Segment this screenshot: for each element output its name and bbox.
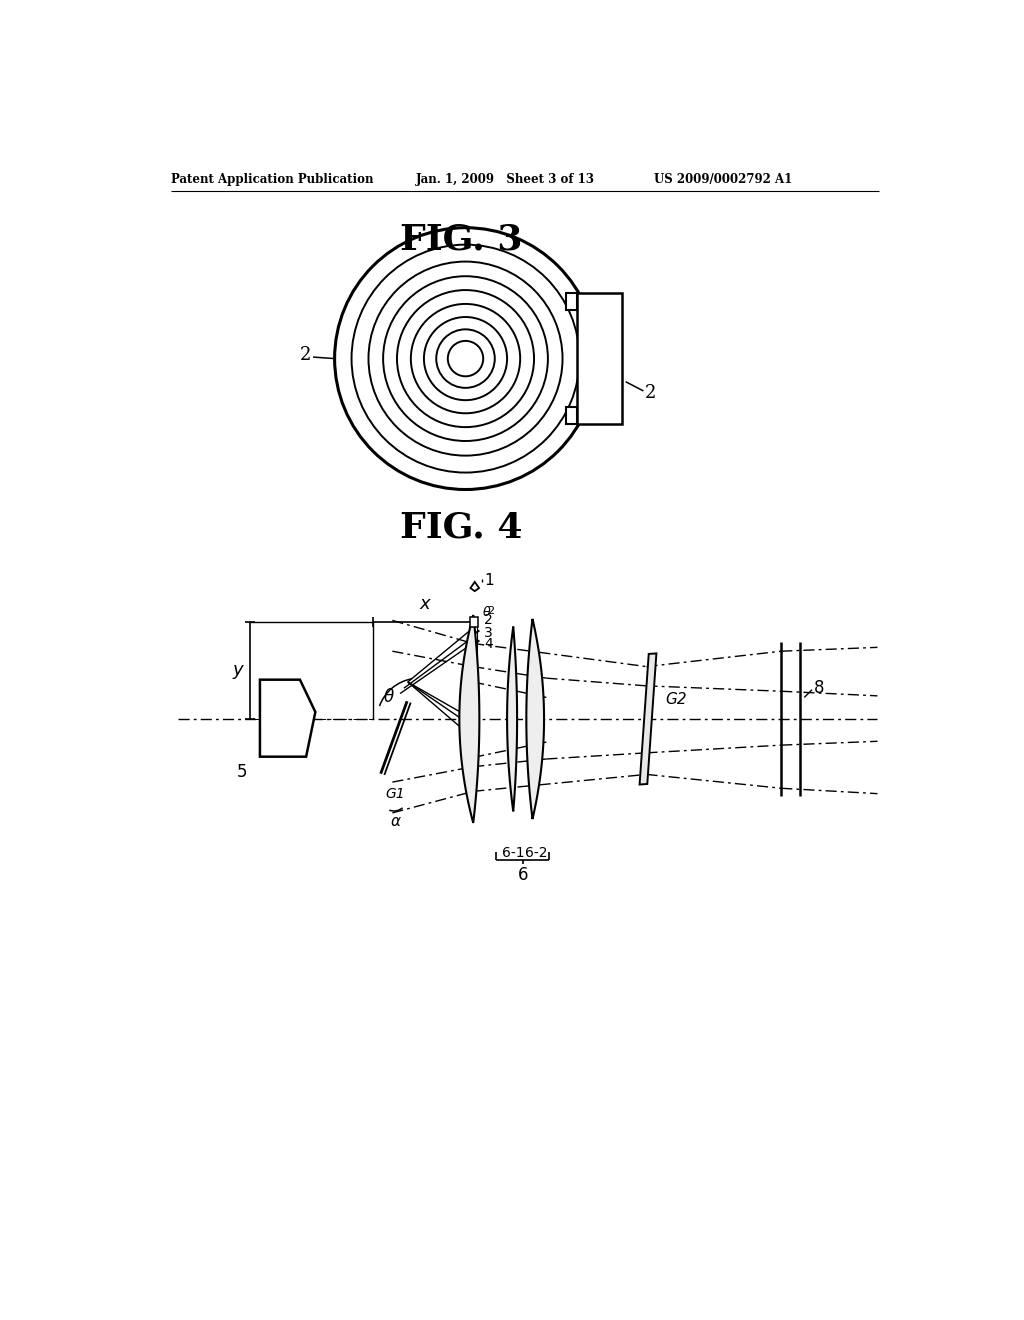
- Text: G2: G2: [665, 692, 686, 708]
- Text: 3: 3: [484, 627, 493, 640]
- Polygon shape: [260, 680, 315, 756]
- Bar: [470, 618, 478, 627]
- Polygon shape: [460, 615, 479, 822]
- Polygon shape: [578, 293, 622, 424]
- Text: x: x: [420, 595, 430, 612]
- Text: θ: θ: [482, 606, 490, 619]
- Text: US 2009/0002792 A1: US 2009/0002792 A1: [654, 173, 793, 186]
- Polygon shape: [526, 619, 544, 818]
- Text: θ: θ: [383, 689, 393, 706]
- Text: y: y: [232, 661, 243, 680]
- Text: 1: 1: [484, 573, 494, 587]
- Text: 4: 4: [484, 636, 493, 651]
- Text: Patent Application Publication: Patent Application Publication: [171, 173, 373, 186]
- Text: FIG. 4: FIG. 4: [400, 511, 523, 545]
- Text: 2: 2: [487, 606, 495, 615]
- Text: 2: 2: [300, 346, 311, 364]
- Text: 2: 2: [645, 384, 656, 403]
- Text: 5: 5: [237, 763, 248, 781]
- Polygon shape: [507, 627, 517, 812]
- Text: 6-1: 6-1: [502, 846, 524, 861]
- Bar: [565, 293, 578, 310]
- Text: Jan. 1, 2009   Sheet 3 of 13: Jan. 1, 2009 Sheet 3 of 13: [416, 173, 595, 186]
- Text: 8: 8: [814, 680, 824, 697]
- Polygon shape: [640, 653, 656, 784]
- Bar: [565, 407, 578, 424]
- Text: G1: G1: [386, 788, 406, 801]
- Text: 6: 6: [517, 866, 528, 884]
- Polygon shape: [470, 582, 479, 591]
- Text: 6-2: 6-2: [525, 846, 548, 861]
- Text: FIG. 3: FIG. 3: [400, 222, 523, 256]
- Text: α: α: [390, 814, 400, 829]
- Text: 2: 2: [484, 614, 493, 627]
